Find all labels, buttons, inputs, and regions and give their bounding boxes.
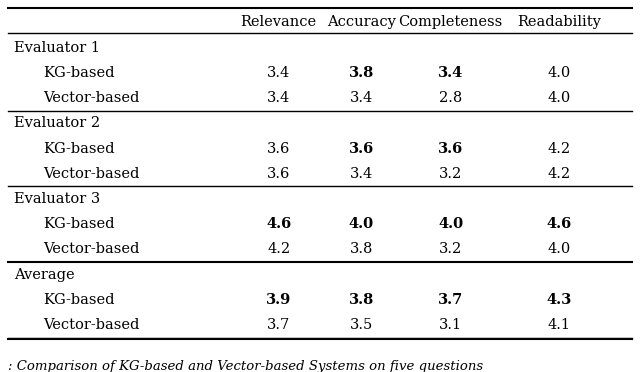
Text: KG-based: KG-based	[43, 141, 115, 155]
Text: 3.1: 3.1	[439, 318, 462, 332]
Text: Vector-based: Vector-based	[43, 167, 139, 181]
Text: 3.4: 3.4	[267, 91, 290, 105]
Text: 3.5: 3.5	[350, 318, 373, 332]
Text: 3.4: 3.4	[350, 167, 373, 181]
Text: Accuracy: Accuracy	[327, 15, 396, 29]
Text: 4.0: 4.0	[349, 217, 374, 231]
Text: 4.6: 4.6	[547, 217, 572, 231]
Text: 4.0: 4.0	[438, 217, 463, 231]
Text: 3.2: 3.2	[439, 243, 462, 256]
Text: 3.4: 3.4	[438, 66, 463, 80]
Text: Vector-based: Vector-based	[43, 318, 139, 332]
Text: 4.6: 4.6	[266, 217, 291, 231]
Text: 3.6: 3.6	[349, 141, 374, 155]
Text: Vector-based: Vector-based	[43, 91, 139, 105]
Text: 3.9: 3.9	[266, 293, 291, 307]
Text: Evaluator 1: Evaluator 1	[14, 41, 100, 55]
Text: 4.3: 4.3	[547, 293, 572, 307]
Text: 4.2: 4.2	[547, 141, 570, 155]
Text: 3.6: 3.6	[438, 141, 463, 155]
Text: 4.0: 4.0	[547, 243, 571, 256]
Text: 4.2: 4.2	[267, 243, 290, 256]
Text: 4.0: 4.0	[547, 91, 571, 105]
Text: Average: Average	[14, 268, 75, 282]
Text: Vector-based: Vector-based	[43, 243, 139, 256]
Text: 2.8: 2.8	[439, 91, 462, 105]
Text: Relevance: Relevance	[241, 15, 317, 29]
Text: Completeness: Completeness	[399, 15, 503, 29]
Text: 3.8: 3.8	[349, 243, 373, 256]
Text: 3.4: 3.4	[267, 66, 290, 80]
Text: Evaluator 2: Evaluator 2	[14, 116, 100, 130]
Text: Readability: Readability	[517, 15, 601, 29]
Text: 3.8: 3.8	[349, 293, 374, 307]
Text: KG-based: KG-based	[43, 217, 115, 231]
Text: 3.6: 3.6	[267, 141, 291, 155]
Text: 3.2: 3.2	[439, 167, 462, 181]
Text: 3.6: 3.6	[267, 167, 291, 181]
Text: KG-based: KG-based	[43, 66, 115, 80]
Text: : Comparison of KG-based and Vector-based Systems on five questions: : Comparison of KG-based and Vector-base…	[8, 360, 483, 372]
Text: 3.8: 3.8	[349, 66, 374, 80]
Text: 4.1: 4.1	[547, 318, 570, 332]
Text: KG-based: KG-based	[43, 293, 115, 307]
Text: Evaluator 3: Evaluator 3	[14, 192, 100, 206]
Text: 3.4: 3.4	[350, 91, 373, 105]
Text: 4.2: 4.2	[547, 167, 570, 181]
Text: 3.7: 3.7	[267, 318, 290, 332]
Text: 4.0: 4.0	[547, 66, 571, 80]
Text: 3.7: 3.7	[438, 293, 463, 307]
